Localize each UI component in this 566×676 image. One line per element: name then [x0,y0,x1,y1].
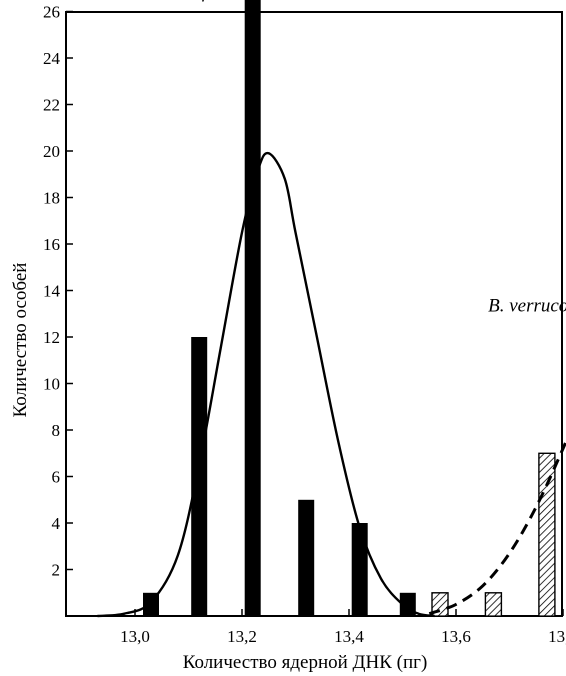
y-tick-label: 22 [43,96,60,115]
y-axis-title: Количество особей [10,263,31,418]
verrucosissimus-bar-1 [484,592,503,617]
verrucosissimus-bar-2 [538,452,556,617]
bufo-fit-curve [97,151,435,618]
y-tick-label: 8 [52,421,61,440]
y-tick-label: 2 [52,561,61,580]
y-tick-label: 12 [43,328,60,347]
series-label-bufo: B. bufo [162,0,217,3]
annotations-group: B. bufo B. verrucosissimus [162,0,566,316]
y-tick-label: 6 [52,468,61,487]
bufo-bar-2 [244,0,261,616]
x-axis-title: Количество ядерной ДНК (пг) [183,652,428,673]
y-tick-label: 18 [43,189,60,208]
series-label-verrucosissimus: B. verrucosissimus [488,295,566,316]
verrucosissimus-fit-curve [428,437,566,616]
bufo-bar-3 [298,499,315,617]
y-tick-label: 24 [43,49,61,68]
x-tick-label: 13,2 [227,627,257,646]
bufo-bar-4 [351,523,368,616]
y-tick-label: 10 [43,375,60,394]
x-tick-label: 13,6 [441,627,471,646]
x-tick-label: 13,8 [548,627,566,646]
y-tick-label: 26 [43,3,60,22]
x-tick-label: 13,4 [334,627,364,646]
bufo-bar-1 [191,337,208,616]
x-axis-ticks: 13,013,213,413,613,814,014,2 [120,609,566,646]
y-tick-label: 16 [43,235,60,254]
y-tick-label: 4 [52,514,61,533]
y-tick-label: 20 [43,142,60,161]
curves-group [97,151,566,618]
y-tick-label: 14 [43,282,61,301]
x-tick-label: 13,0 [120,627,150,646]
